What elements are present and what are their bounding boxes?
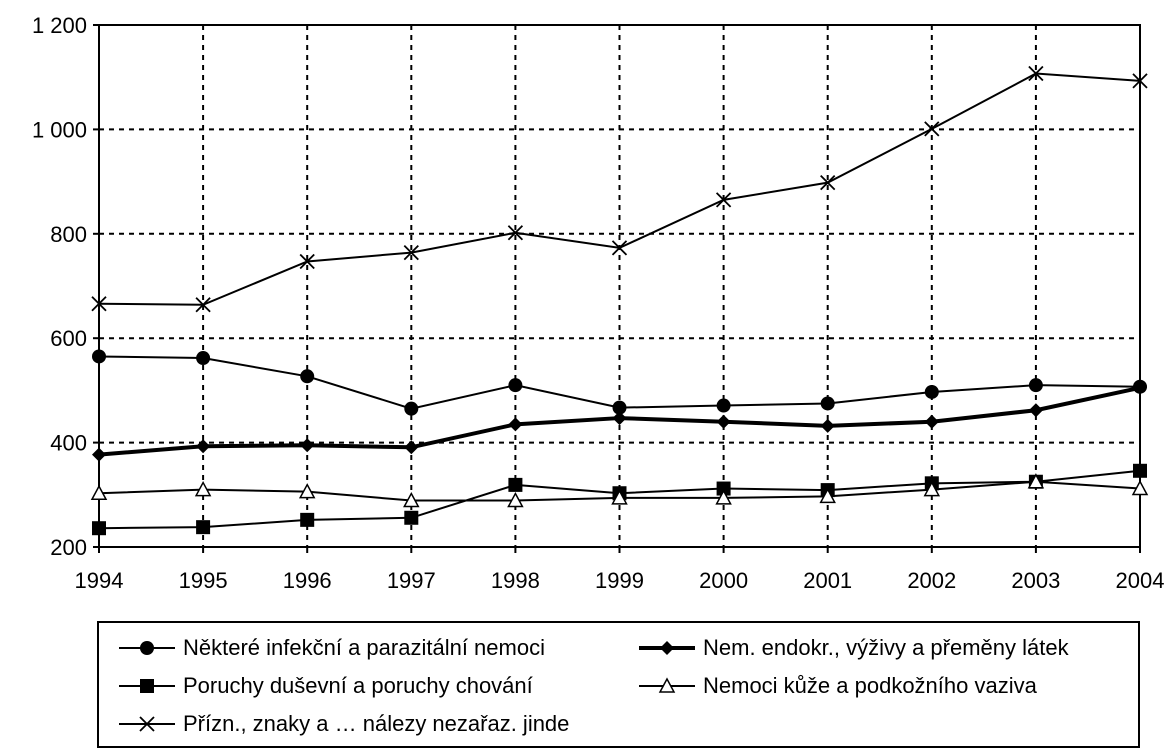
data-point-triangle [923,480,941,497]
data-point-circle [924,384,939,399]
x-tick-label: 2001 [803,568,852,593]
data-point-diamond [1133,380,1147,395]
legend-label: Nem. endokr., výživy a přeměny látek [703,635,1069,660]
x-tick-label: 2000 [699,568,748,593]
data-point-triangle [1131,479,1149,496]
x-tick-label: 2003 [1011,568,1060,593]
legend-item-kuze: Nemoci kůže a podkožního vaziva [637,671,1037,701]
data-point-circle [196,351,211,366]
legend-key-x-icon [119,716,175,732]
data-point-square [92,521,106,536]
x-axis-ticks: 1994 1995 1996 1997 1998 1999 2000 2001 2002 2003… [75,547,1165,593]
data-point-circle [508,378,523,393]
data-point-square [1133,463,1147,478]
legend: Některé infekční a parazitální nemoci Ne… [97,621,1140,748]
data-point-triangle [715,489,732,505]
x-tick-label: 1997 [387,568,436,593]
data-point-circle [716,398,731,413]
data-point-x [924,121,940,137]
legend-key-marker [140,679,154,693]
data-point-x [1028,65,1044,82]
data-point-triangle [403,491,420,508]
data-point-square [404,510,419,525]
legend-key-square-icon [119,679,175,693]
data-point-x [1132,73,1148,89]
data-point-triangle [298,483,316,499]
data-point-diamond [716,414,731,429]
data-point-x [507,225,524,241]
series-diamond [92,380,1147,462]
data-point-triangle [194,480,212,497]
legend-label: Nemoci kůže a podkožního vaziva [703,673,1037,698]
legend-key-marker [140,641,154,655]
legend-item-priznaky: Přízn., znaky a … nálezy nezařaz. jinde [117,709,569,739]
data-point-circle [820,396,835,411]
x-tick-label: 1999 [595,568,644,593]
data-point-diamond [404,440,419,455]
y-tick-label: 1 000 [32,117,87,142]
series-group [90,65,1149,536]
y-axis-ticks: 200 400 600 800 1 000 1 200 [32,13,99,560]
data-point-triangle [611,489,628,505]
x-tick-label: 1995 [179,568,228,593]
data-point-diamond [508,417,523,432]
series-triangle [90,473,1149,508]
data-point-x [299,253,315,270]
y-tick-label: 1 200 [32,13,87,38]
data-point-square [196,520,211,535]
x-tick-label: 1996 [283,568,332,593]
legend-key-diamond-icon [639,641,695,655]
data-point-triangle [507,491,524,508]
data-point-diamond [612,411,627,426]
data-point-diamond [196,439,211,454]
data-point-triangle [819,487,836,504]
data-point-circle [404,401,419,416]
series-x [91,65,1148,313]
x-tick-label: 1998 [491,568,540,593]
data-point-square [716,481,731,496]
data-point-x [195,297,211,313]
data-point-circle [300,369,315,384]
y-tick-label: 400 [50,431,87,456]
data-point-diamond [820,418,835,433]
legend-key-triangle-icon [639,677,695,693]
data-point-triangle [1027,473,1045,489]
legend-label: Přízn., znaky a … nálezy nezařaz. jinde [183,711,570,736]
data-point-x [820,175,836,191]
data-point-diamond [1028,403,1043,418]
legend-item-infekcni: Některé infekční a parazitální nemoci [117,633,545,663]
data-point-circle [612,400,627,415]
y-tick-label: 800 [50,222,87,247]
legend-item-dusevni: Poruchy duševní a poruchy chování [117,671,533,701]
data-point-circle [92,349,106,364]
data-point-x [403,244,419,261]
data-point-diamond [924,414,939,429]
data-point-x [611,240,628,256]
legend-key-marker [658,677,676,693]
data-point-x [715,192,732,208]
gridlines [99,25,1140,547]
data-point-diamond [300,438,315,453]
legend-key-marker [139,716,155,732]
legend-key-circle-icon [119,641,175,655]
data-point-square [300,512,315,527]
legend-key-marker [660,641,674,655]
data-point-circle [1028,378,1043,393]
y-tick-label: 200 [50,535,87,560]
x-tick-label: 2002 [907,568,956,593]
data-point-x [91,296,107,312]
y-tick-label: 600 [50,326,87,351]
x-tick-label: 2004 [1116,568,1165,593]
legend-item-endokr: Nem. endokr., výživy a přeměny látek [637,633,1069,663]
data-point-square [508,477,523,492]
data-point-triangle [90,484,108,500]
data-point-diamond [92,447,106,462]
legend-label: Poruchy duševní a poruchy chování [183,673,533,698]
x-tick-label: 1994 [75,568,124,593]
legend-label: Některé infekční a parazitální nemoci [183,635,545,660]
